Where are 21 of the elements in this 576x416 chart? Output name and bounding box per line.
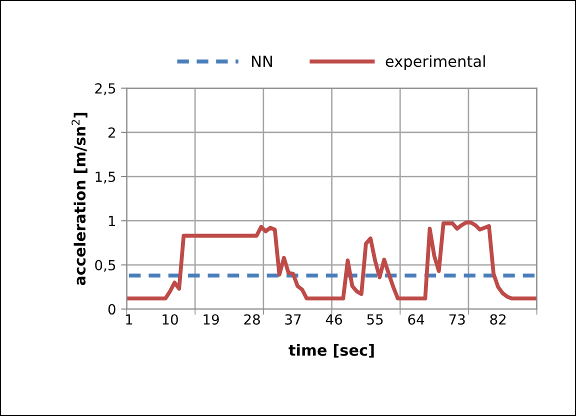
- x-tick-label: 1: [126, 314, 132, 325]
- line-series: [127, 220, 536, 300]
- x-tick-label: 82: [490, 314, 506, 325]
- y-tick-label: 2: [108, 127, 115, 138]
- y-axis-title: acceleration [m/sn$^{2}$]: [72, 112, 88, 286]
- x-axis-title: time [sec]: [288, 344, 374, 358]
- x-tick-label: 64: [408, 314, 424, 325]
- y-tick-label: 0,5: [95, 260, 116, 272]
- x-tick-label: 55: [367, 314, 383, 325]
- x-tick-label: 73: [449, 314, 465, 325]
- legend-label: NN: [252, 56, 272, 67]
- y-tick-label: 1,5: [96, 172, 116, 184]
- y-tick-label: 2,5: [95, 83, 116, 96]
- x-tick-label: 28: [244, 314, 260, 325]
- y-tick-label: 0: [108, 304, 116, 315]
- x-tick-label: 19: [204, 314, 219, 325]
- y-tick-label: 1: [108, 216, 116, 226]
- x-tick-label: 10: [162, 314, 178, 325]
- x-tick-label: 46: [326, 314, 342, 325]
- legend-label: experimental: [386, 55, 485, 70]
- x-tick-label: 37: [285, 314, 301, 325]
